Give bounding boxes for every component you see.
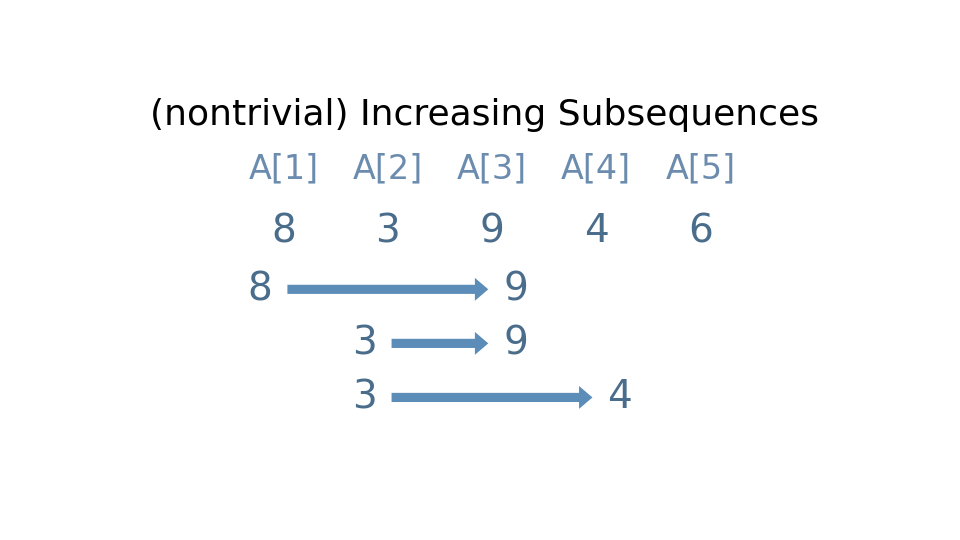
Text: 4: 4 [584,212,609,250]
Text: 9: 9 [480,212,504,250]
Text: A[3]: A[3] [457,152,527,185]
Text: 6: 6 [688,212,712,250]
Text: A[5]: A[5] [665,152,735,185]
Text: 8: 8 [248,271,273,308]
Text: 3: 3 [375,212,400,250]
Text: 9: 9 [503,271,528,308]
Text: A[2]: A[2] [352,152,423,185]
Text: 9: 9 [503,325,528,362]
FancyArrow shape [392,386,592,409]
Text: 3: 3 [352,325,376,362]
Text: 4: 4 [608,379,632,416]
FancyArrow shape [287,278,489,301]
Text: 8: 8 [272,212,296,250]
Text: (nontrivial) Increasing Subsequences: (nontrivial) Increasing Subsequences [150,98,819,132]
Text: 3: 3 [352,379,376,416]
Text: A[4]: A[4] [561,152,632,185]
Text: A[1]: A[1] [249,152,319,185]
FancyArrow shape [392,332,489,355]
